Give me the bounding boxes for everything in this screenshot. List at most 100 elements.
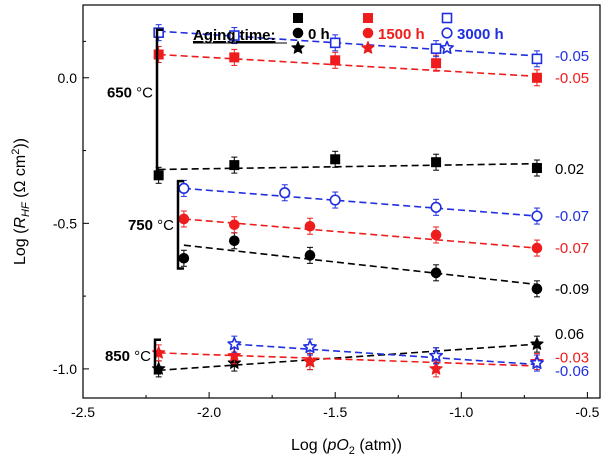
slope-label: 0.02 (555, 161, 584, 178)
legend-marker-star (361, 41, 375, 54)
slope-label: -0.03 (555, 350, 589, 367)
axes: -2.5 -2.0 -1.5 -1.0 -0.5 0.0 -0.5 -1.0 Log (pO2 … (10, 40, 600, 457)
data-point (431, 58, 442, 69)
fit-line (158, 162, 537, 171)
data-point (229, 219, 240, 231)
slope-label: -0.05 (555, 70, 589, 87)
legend-label: 1500 h (378, 26, 425, 43)
data-point (429, 348, 444, 362)
fit-line (234, 343, 538, 366)
data-point (178, 252, 190, 264)
slope-label: -0.07 (555, 240, 589, 257)
group-temperature-label: 650 °C (107, 84, 153, 101)
slope-labels: 0.02 -0.05 -0.05 -0.09 -0.07 -0.07 0.06 -0.03-0… (555, 48, 589, 380)
data-point (303, 354, 317, 368)
legend-title: Aging time: (193, 27, 276, 44)
fit-line (158, 343, 538, 372)
data-point (531, 72, 542, 83)
data-point (430, 229, 442, 241)
slope-label: -0.07 (555, 208, 589, 225)
legend-label: 0 h (308, 26, 330, 43)
x-title-part: Log ( (291, 437, 328, 454)
x-tick-label: -1.5 (323, 404, 347, 420)
legend: Aging time: 0 h 1500 h 3000 h (193, 12, 504, 55)
fit-line (183, 244, 538, 286)
fit-line (183, 187, 538, 217)
plot-border (82, 4, 601, 399)
data-point (153, 170, 164, 181)
y-title-part: R (12, 217, 29, 229)
data-point (330, 154, 341, 165)
x-tick-label: -2.0 (197, 404, 221, 420)
slope-label: -0.09 (555, 281, 589, 298)
data-point (227, 348, 241, 362)
y-tick-label: -0.5 (53, 215, 77, 231)
fit-line (158, 30, 538, 57)
legend-marker-square (363, 13, 373, 23)
y-tick-label: 0.0 (58, 70, 78, 86)
x-title-part: (atm)) (355, 437, 402, 454)
legend-marker-circle (362, 27, 374, 39)
legend-marker-star (440, 40, 454, 55)
data-point (430, 267, 442, 279)
group-temperature-value: 850 (105, 348, 134, 365)
data-point (429, 361, 443, 375)
group-bracket (153, 338, 161, 375)
data-markers (151, 24, 544, 378)
data-point (229, 235, 240, 247)
data-point (304, 250, 316, 261)
data-point (529, 355, 544, 370)
legend-marker-square (293, 13, 303, 23)
data-point (531, 283, 543, 295)
group-temperature-label: 850 °C (105, 348, 151, 365)
y-title-part: (Ω cm (12, 155, 29, 203)
legend-marker-circle (292, 27, 304, 39)
slope-label: 0.06 (555, 326, 584, 343)
fit-line (183, 218, 538, 249)
slope-label: -0.05 (555, 48, 589, 65)
fit-line (158, 352, 537, 367)
group-temperature-unit: °C (157, 217, 174, 234)
slope-label: -0.06 (555, 363, 589, 380)
fit-lines (158, 30, 538, 372)
x-tick-label: -2.5 (71, 404, 95, 420)
legend-marker-circle (441, 27, 453, 39)
legend-marker-square (441, 12, 453, 24)
group-bracket (176, 179, 184, 270)
x-title-subscript: 2 (349, 445, 355, 457)
y-title-superscript: 2 (10, 149, 22, 155)
data-point (229, 160, 240, 171)
y-tick-label: -1.0 (53, 361, 77, 377)
data-point (329, 37, 341, 49)
data-point (304, 220, 316, 232)
data-point (531, 210, 543, 222)
data-point (531, 242, 543, 254)
data-point (430, 201, 442, 213)
data-point (531, 53, 543, 65)
fit-line (158, 53, 537, 78)
group-temperature-unit: °C (136, 84, 153, 101)
data-point (279, 187, 291, 199)
x-tick-label: -0.5 (575, 404, 599, 420)
data-point (531, 163, 542, 174)
data-point (227, 336, 242, 351)
legend-marker-star (291, 41, 305, 54)
group-bracket (155, 28, 163, 179)
data-point (330, 55, 341, 66)
y-title-subscript: HF (20, 201, 32, 217)
data-point (302, 339, 317, 354)
data-point (229, 52, 240, 63)
x-tick-label: -1.0 (449, 404, 473, 420)
data-point (153, 49, 164, 60)
legend-label: 3000 h (457, 26, 504, 43)
y-axis-title: Log (RHF (Ω cm2)) (10, 138, 32, 265)
y-title-part: )) (12, 138, 29, 149)
data-point (431, 157, 442, 168)
data-point (329, 194, 341, 206)
data-point (430, 43, 442, 54)
plot-frame (82, 4, 601, 399)
data-point (178, 213, 190, 225)
data-point (229, 30, 240, 41)
